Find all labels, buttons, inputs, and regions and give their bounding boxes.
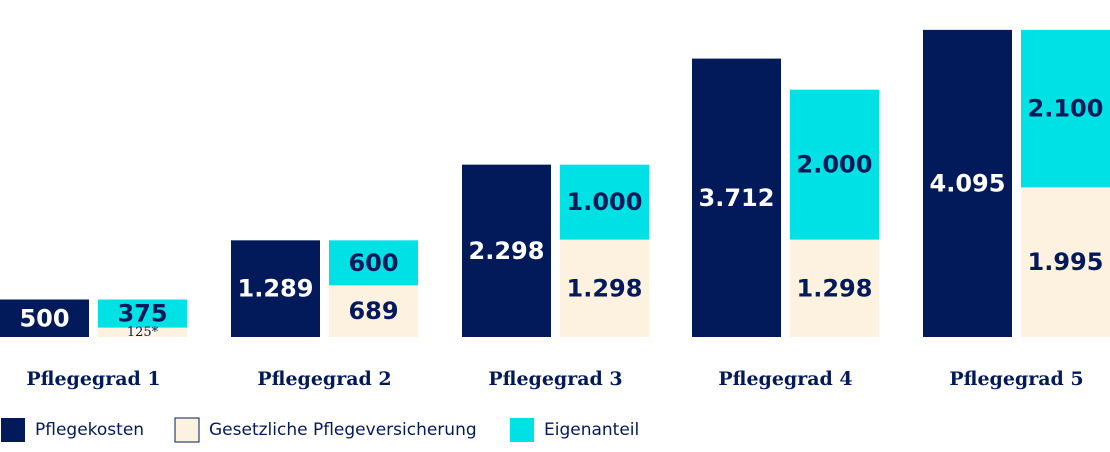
label-eigenanteil-pflegegrad-5: 2.100: [1028, 95, 1104, 123]
label-versicherung-pflegegrad-5: 1.995: [1028, 248, 1104, 276]
bar-eigenanteil-pflegegrad-4: [790, 89, 879, 240]
category-label-pflegegrad-3: Pflegegrad 3: [488, 368, 622, 390]
label-pflegekosten-pflegegrad-5: 4.095: [930, 169, 1006, 197]
category-label-pflegegrad-1: Pflegegrad 1: [26, 368, 160, 390]
label-pflegekosten-pflegegrad-1: 500: [19, 304, 69, 332]
bar-pflegekosten-pflegegrad-1: [0, 299, 89, 337]
category-label-pflegegrad-5: Pflegegrad 5: [949, 368, 1083, 390]
label-pflegekosten-pflegegrad-3: 2.298: [469, 237, 545, 265]
legend-swatch-versicherung: [174, 417, 200, 443]
legend-label-eigenanteil: Eigenanteil: [544, 420, 639, 440]
bar-versicherung-pflegegrad-3: [560, 239, 649, 337]
bar-eigenanteil-pflegegrad-1: [98, 299, 187, 328]
legend-label-pflegekosten: Pflegekosten: [35, 420, 144, 440]
bar-eigenanteil-pflegegrad-5: [1021, 29, 1110, 188]
bar-versicherung-pflegegrad-1: [98, 327, 187, 337]
bar-versicherung-pflegegrad-5: [1021, 187, 1110, 337]
category-label-pflegegrad-2: Pflegegrad 2: [257, 368, 391, 390]
bar-versicherung-pflegegrad-4: [790, 239, 879, 337]
category-label-pflegegrad-4: Pflegegrad 4: [718, 368, 852, 390]
bar-pflegekosten-pflegegrad-5: [923, 29, 1012, 337]
legend-label-versicherung: Gesetzliche Pflegeversicherung: [209, 420, 477, 440]
label-versicherung-pflegegrad-2: 689: [348, 297, 398, 325]
legend-swatch-eigenanteil: [510, 418, 534, 442]
label-pflegekosten-pflegegrad-4: 3.712: [699, 184, 775, 212]
legend-swatch-pflegekosten: [1, 418, 25, 442]
label-versicherung-pflegegrad-1: 125*: [127, 325, 159, 340]
label-eigenanteil-pflegegrad-1: 375: [117, 300, 167, 328]
label-eigenanteil-pflegegrad-4: 2.000: [797, 151, 873, 179]
bar-eigenanteil-pflegegrad-2: [329, 240, 418, 286]
bar-pflegekosten-pflegegrad-3: [462, 164, 551, 337]
bar-pflegekosten-pflegegrad-2: [231, 240, 320, 337]
label-pflegekosten-pflegegrad-2: 1.289: [238, 275, 314, 303]
label-versicherung-pflegegrad-3: 1.298: [567, 274, 643, 302]
label-eigenanteil-pflegegrad-3: 1.000: [567, 188, 643, 216]
bar-pflegekosten-pflegegrad-4: [692, 58, 781, 337]
label-versicherung-pflegegrad-4: 1.298: [797, 274, 873, 302]
bar-versicherung-pflegegrad-2: [329, 285, 418, 337]
bar-eigenanteil-pflegegrad-3: [560, 164, 649, 240]
label-eigenanteil-pflegegrad-2: 600: [348, 249, 398, 277]
